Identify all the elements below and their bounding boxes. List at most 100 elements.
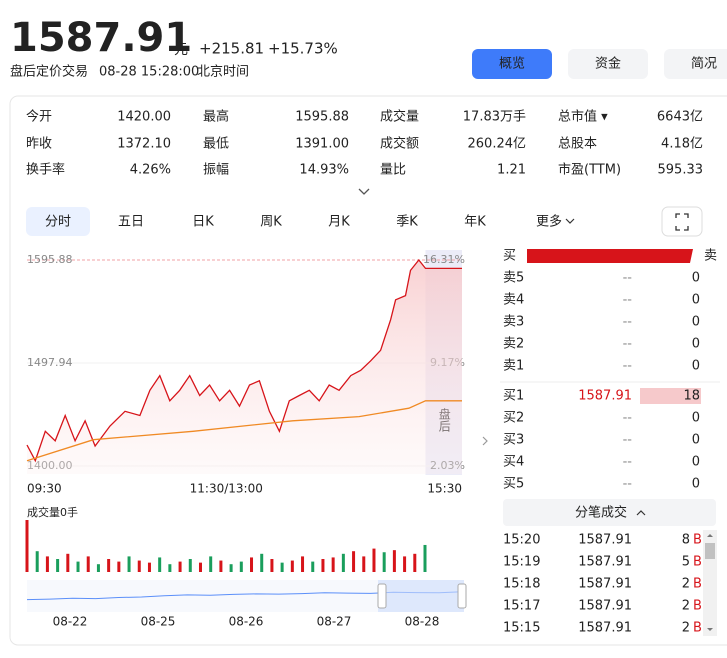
ask-price: --	[623, 315, 633, 330]
price-unit: 元	[174, 42, 188, 58]
stat-label: 今开	[26, 109, 52, 125]
volume-bar	[301, 556, 305, 572]
price: 1587.91	[10, 15, 192, 61]
trade-volume: 5	[682, 555, 690, 570]
change: +215.81	[199, 40, 264, 58]
volume-bar	[392, 550, 396, 572]
volume-bar	[423, 544, 427, 572]
side-arrow[interactable]	[482, 436, 488, 446]
nav-button-label[interactable]: 资金	[595, 56, 621, 72]
ask-price: --	[623, 337, 633, 352]
nav-button-label[interactable]: 简况	[691, 56, 717, 72]
trade-volume: 2	[682, 599, 690, 614]
volume-bar	[45, 556, 49, 572]
price-line	[26, 258, 462, 463]
expand-chevron[interactable]	[358, 188, 370, 195]
volume-bar	[229, 564, 233, 572]
tab[interactable]: 分时	[45, 215, 71, 230]
stat-label: 总市值 ▾	[558, 109, 608, 125]
navigator-handle[interactable]	[457, 583, 467, 609]
stat-value: 4.26%	[130, 163, 171, 178]
nav-button[interactable]	[472, 49, 552, 79]
change-pct: +15.73%	[268, 40, 338, 58]
stat-label: 最高	[203, 109, 229, 125]
tab[interactable]: 季K	[396, 215, 418, 230]
tab[interactable]: 月K	[328, 215, 350, 230]
ask-volume: 0	[692, 271, 700, 286]
volume-bar	[382, 552, 386, 572]
stat-value: 1420.00	[117, 110, 171, 125]
stat-value: 14.93%	[299, 163, 349, 178]
bid-bar	[640, 388, 701, 404]
nav-button-label[interactable]: 概览	[499, 56, 525, 72]
trade-time: 15:17	[503, 599, 540, 614]
scroll-up[interactable]	[707, 534, 713, 537]
bid-volume: 0	[692, 455, 700, 470]
volume-bar	[147, 562, 151, 572]
volume-bar	[158, 557, 162, 572]
volume-bar	[321, 559, 325, 572]
volume-bar	[168, 564, 172, 572]
trade-volume: 8	[682, 533, 690, 548]
volume-bar	[260, 553, 264, 572]
bid-label: 买3	[503, 433, 524, 448]
tab[interactable]: 五日	[118, 215, 144, 230]
stat-label: 量比	[380, 163, 406, 178]
scroll-down[interactable]	[707, 628, 713, 631]
fullscreen-button[interactable]	[661, 206, 703, 237]
navigator-date: 08-28	[405, 615, 440, 629]
x-tick-label: 09:30	[27, 482, 62, 496]
tab[interactable]: 更多	[536, 214, 562, 230]
stat-value: 4.18亿	[661, 137, 703, 152]
stat-label: 振幅	[203, 163, 229, 178]
ask-volume: 0	[692, 293, 700, 308]
ask-volume: 0	[692, 337, 700, 352]
stat-value: 260.24亿	[468, 137, 527, 152]
volume-bar	[403, 556, 407, 572]
volume-bar	[270, 559, 274, 572]
book-sell: 卖	[704, 249, 717, 264]
stat-value: 595.33	[658, 163, 704, 178]
trade-price: 1587.91	[578, 533, 632, 548]
navigator-window[interactable]	[378, 580, 464, 612]
volume-bar	[250, 557, 254, 572]
nav-button[interactable]	[568, 49, 648, 79]
stat-label: 成交量	[380, 109, 419, 125]
y-tick-label: 1595.88	[27, 253, 73, 266]
price-area	[27, 260, 462, 474]
timezone: 北京时间	[197, 65, 249, 80]
book-ratio-bar	[527, 249, 693, 263]
tab[interactable]: 日K	[192, 215, 214, 230]
trades-title[interactable]: 分笔成交	[575, 505, 627, 521]
navigator-date: 08-27	[317, 615, 352, 629]
nav-button[interactable]	[664, 49, 727, 79]
volume-bar	[372, 548, 376, 572]
navigator-handle[interactable]	[377, 583, 387, 609]
bid-price: --	[623, 477, 633, 492]
x-tick-label: 15:30	[427, 482, 462, 496]
time: 08-28 15:28:00	[99, 65, 199, 80]
volume-bar	[178, 561, 182, 572]
volume-bar	[341, 553, 345, 572]
volume-bar	[239, 561, 243, 572]
trade-side: B	[693, 533, 702, 548]
panel	[9, 95, 727, 646]
ask-label: 卖5	[503, 271, 524, 286]
trade-time: 15:19	[503, 555, 540, 570]
trades-header-bg[interactable]	[503, 499, 716, 526]
volume-bar	[127, 556, 131, 572]
scrollbar-thumb[interactable]	[705, 543, 715, 559]
volume-bar	[219, 560, 223, 572]
ask-volume: 0	[692, 359, 700, 374]
bid-price: 1587.91	[578, 389, 632, 404]
trade-volume: 2	[682, 621, 690, 636]
more-chevron	[565, 218, 575, 224]
bid-price: --	[623, 411, 633, 426]
tab[interactable]: 年K	[464, 215, 486, 230]
ask-price: --	[623, 359, 633, 374]
stat-label: 换手率	[26, 162, 65, 178]
stat-label: 市盈(TTM)	[558, 162, 621, 178]
tab[interactable]: 周K	[260, 215, 282, 230]
navigator-date: 08-25	[141, 615, 176, 629]
